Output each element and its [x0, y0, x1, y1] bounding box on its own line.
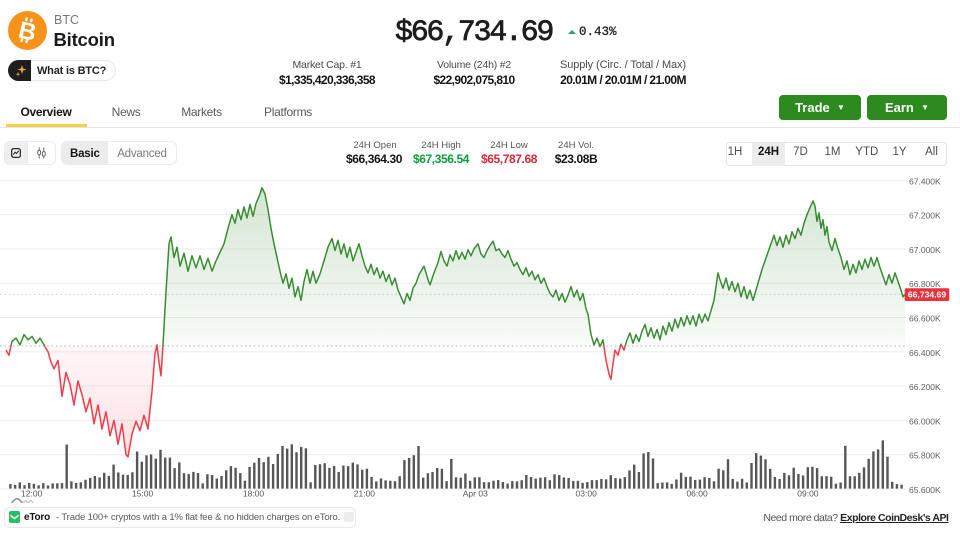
svg-text:67.400K: 67.400K	[909, 176, 941, 186]
svg-text:15:00: 15:00	[132, 489, 154, 499]
svg-text:67.200K: 67.200K	[909, 211, 941, 221]
svg-text:09:00: 09:00	[797, 489, 819, 499]
svg-text:65.800K: 65.800K	[909, 451, 941, 461]
svg-text:66.800K: 66.800K	[909, 279, 941, 289]
svg-text:67.000K: 67.000K	[909, 245, 941, 255]
svg-text:12:00: 12:00	[21, 489, 43, 499]
svg-text:66,734.69: 66,734.69	[908, 289, 946, 299]
svg-text:Apr 03: Apr 03	[463, 489, 488, 499]
svg-text:65.600K: 65.600K	[909, 485, 941, 495]
svg-text:03:00: 03:00	[576, 489, 598, 499]
svg-text:06:00: 06:00	[686, 489, 708, 499]
svg-text:18:00: 18:00	[243, 489, 265, 499]
svg-text:66.000K: 66.000K	[909, 416, 941, 426]
svg-text:66.400K: 66.400K	[909, 348, 941, 358]
svg-text:21:00: 21:00	[354, 489, 376, 499]
svg-text:66.600K: 66.600K	[909, 314, 941, 324]
svg-text:66.200K: 66.200K	[909, 382, 941, 392]
